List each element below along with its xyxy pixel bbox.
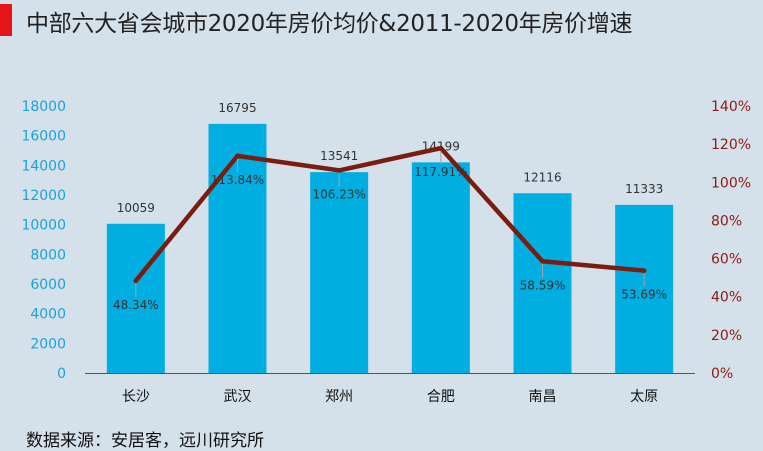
line-point-3 — [438, 145, 444, 151]
line-point-5 — [641, 268, 647, 273]
y-right-tick-label: 120% — [711, 137, 751, 153]
line-data-label: 48.34% — [113, 298, 159, 312]
line-data-label: 113.84% — [211, 173, 264, 187]
line-point-4 — [540, 259, 545, 264]
x-category-label: 郑州 — [325, 389, 353, 405]
line-data-label: 53.69% — [621, 288, 667, 302]
y-left-tick-label: 2000 — [30, 336, 66, 352]
bar-data-label: 10059 — [117, 201, 155, 215]
x-category-label: 武汉 — [224, 389, 252, 405]
title-accent-bar — [0, 4, 12, 36]
y-right-tick-label: 20% — [711, 328, 742, 344]
line-data-label: 58.59% — [520, 278, 566, 292]
bar-data-label: 13541 — [320, 149, 358, 163]
y-right-tick-label: 80% — [711, 213, 742, 229]
bar-2 — [310, 172, 369, 373]
y-left-tick-label: 0 — [57, 366, 66, 382]
y-left-tick-label: 12000 — [21, 188, 66, 204]
y-left-tick-label: 4000 — [30, 307, 66, 323]
bar-data-label: 11333 — [625, 182, 663, 196]
line-point-0 — [133, 278, 139, 284]
y-right-tick-label: 100% — [711, 175, 751, 191]
line-data-label: 117.91% — [414, 165, 467, 179]
y-left-tick-label: 18000 — [21, 99, 66, 115]
y-left-tick-label: 8000 — [30, 247, 66, 263]
line-data-label: 106.23% — [312, 187, 365, 201]
line-point-1 — [235, 153, 240, 159]
chart-title: 中部六大省会城市2020年房价均价&2011-2020年房价增速 — [26, 11, 633, 37]
line-point-2 — [336, 168, 342, 173]
y-right-tick-label: 60% — [711, 252, 742, 268]
x-category-label: 合肥 — [427, 389, 455, 405]
bar-4 — [513, 193, 572, 373]
bar-5 — [615, 204, 674, 373]
x-category-label: 太原 — [630, 389, 658, 405]
data-source-note: 数据来源：安居客，远川研究所 — [26, 431, 264, 451]
y-left-tick-label: 10000 — [21, 218, 66, 234]
y-left-tick-label: 16000 — [21, 129, 66, 145]
bar-data-label: 16795 — [218, 101, 256, 115]
y-right-tick-label: 0% — [711, 366, 733, 382]
y-left-tick-label: 14000 — [21, 158, 66, 174]
y-right-tick-label: 40% — [711, 290, 742, 306]
growth-rate-line — [133, 145, 647, 284]
y-right-tick-label: 140% — [711, 99, 751, 115]
y-left-tick-label: 6000 — [30, 277, 66, 293]
bar-data-label: 12116 — [523, 170, 561, 184]
bar-0 — [106, 223, 165, 373]
bar-3 — [411, 162, 470, 373]
x-category-label: 南昌 — [529, 389, 557, 405]
x-category-label: 长沙 — [122, 389, 150, 405]
